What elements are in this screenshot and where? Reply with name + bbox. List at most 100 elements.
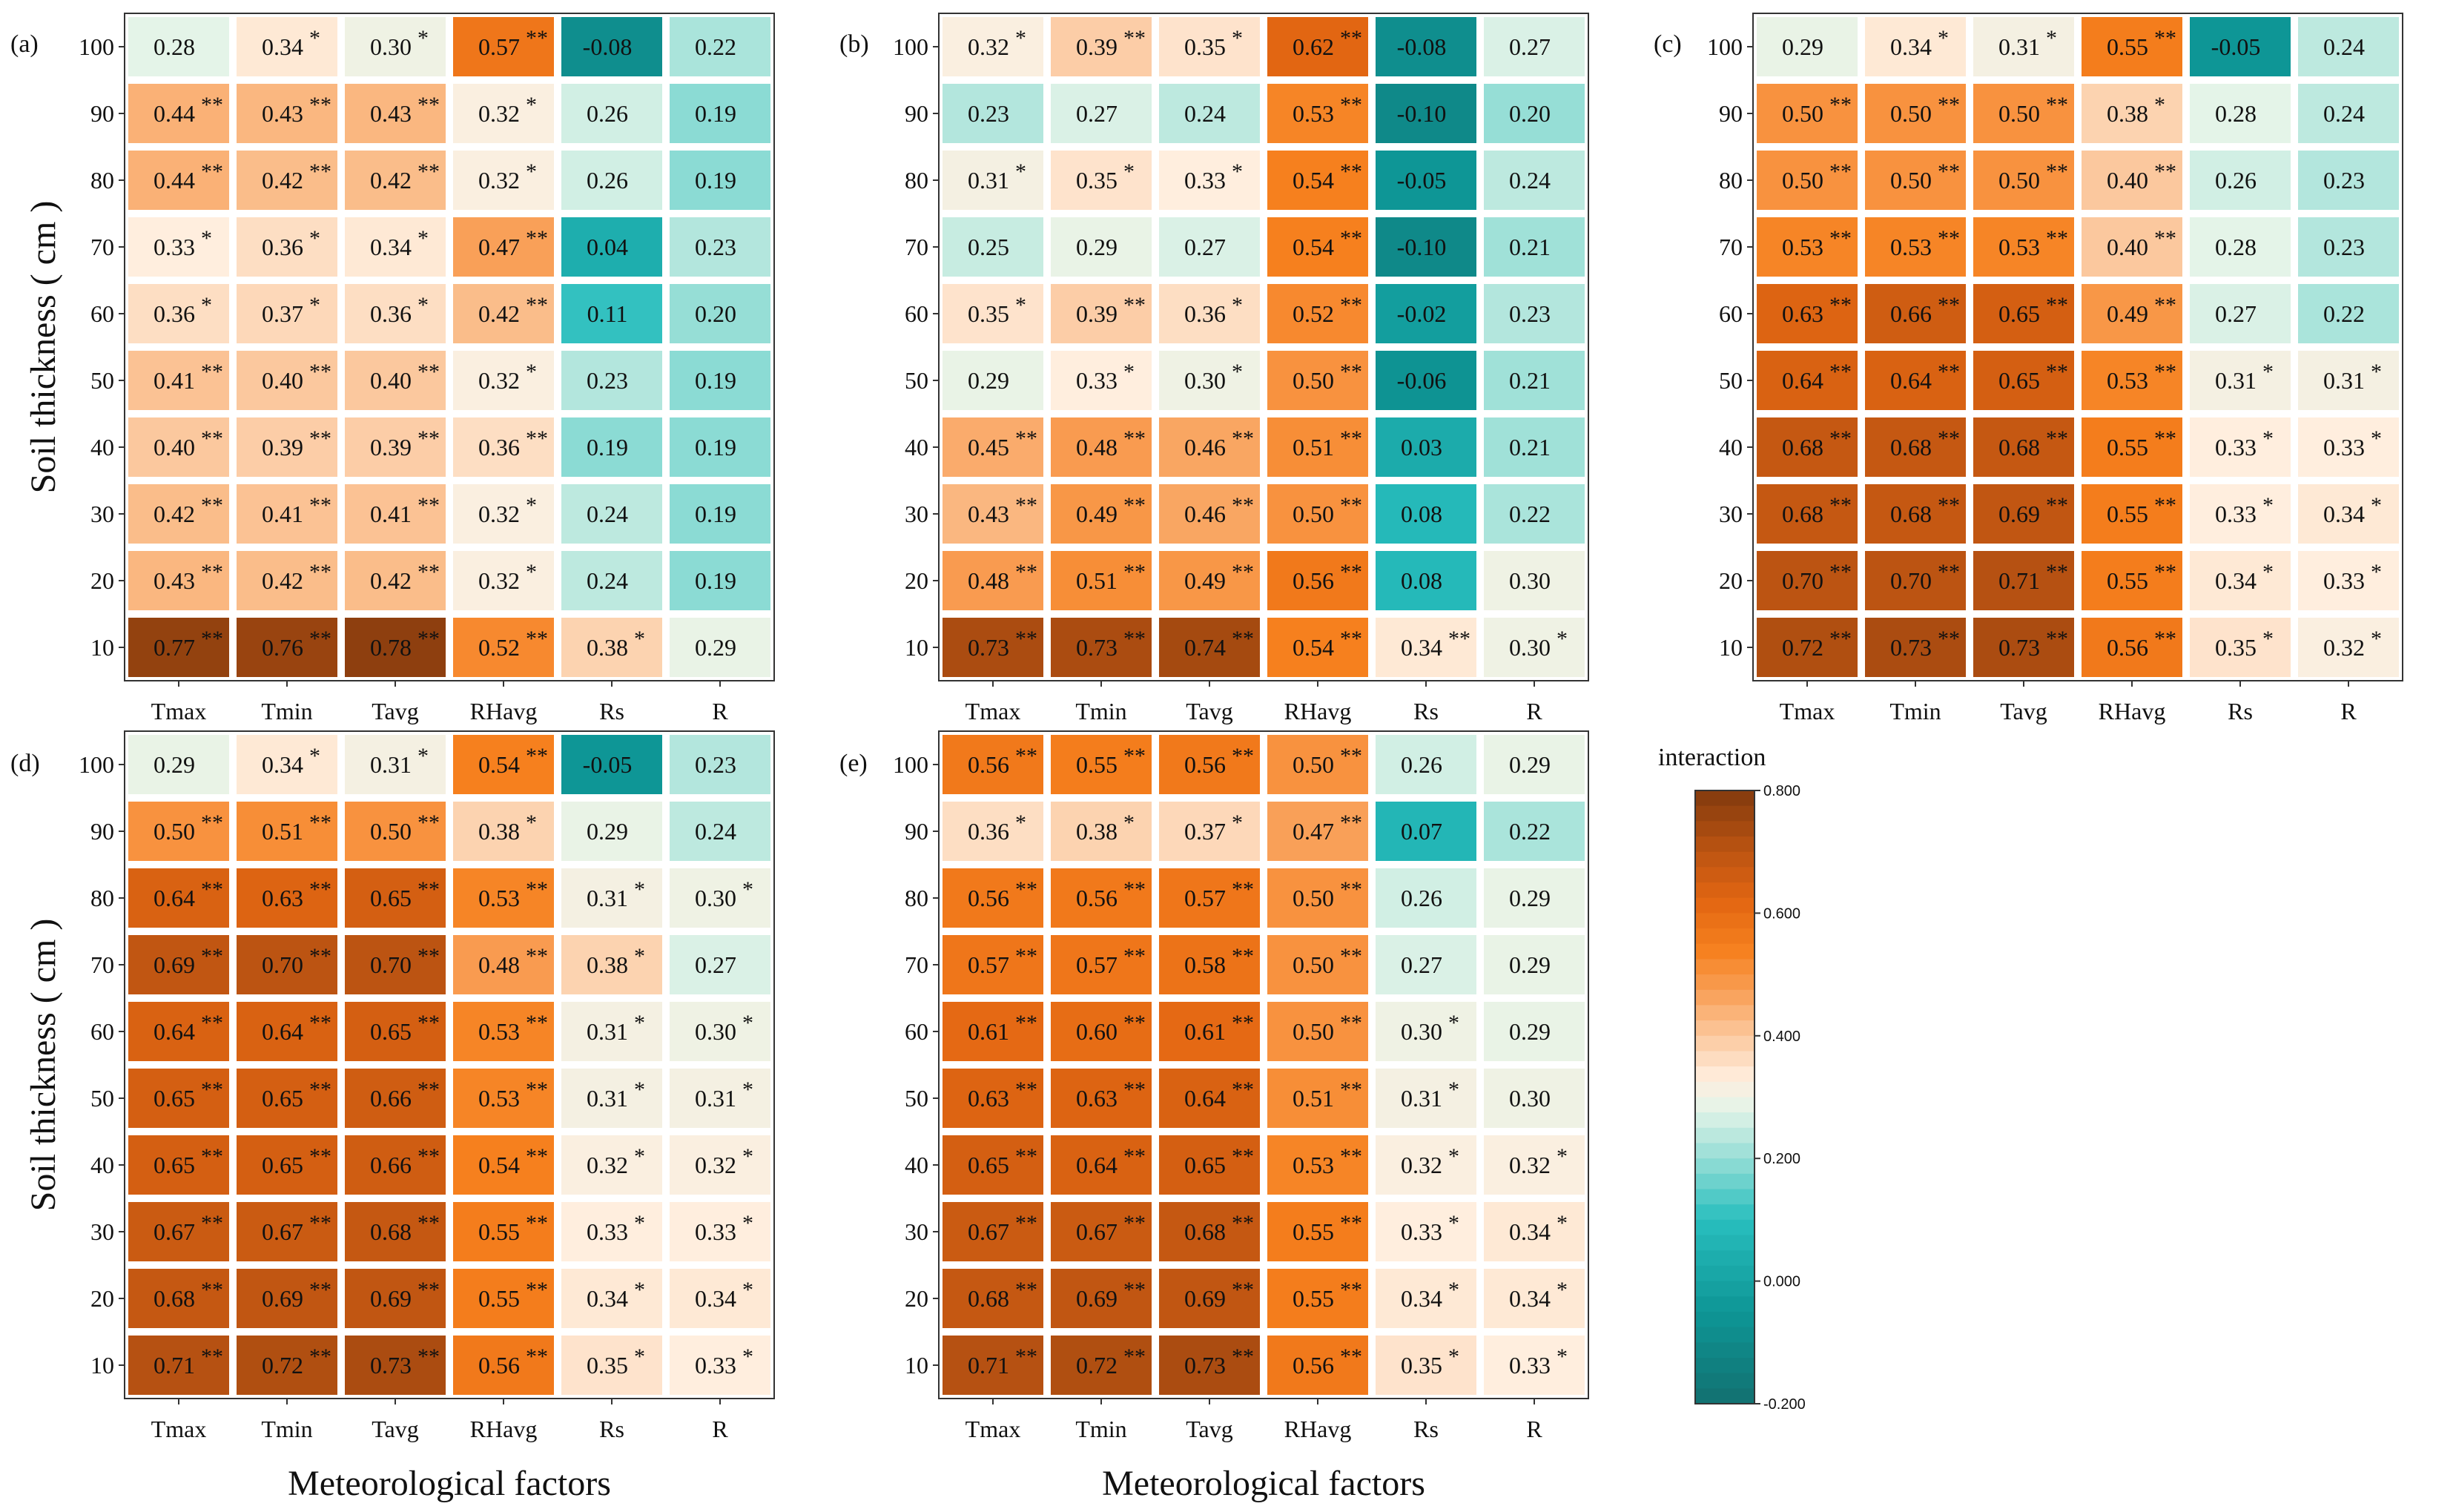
cell-value-label: 0.23 xyxy=(2323,167,2365,194)
cell-value-label: 0.23 xyxy=(695,751,736,778)
cell-value-label: 0.34 xyxy=(1890,33,1932,60)
significance-star: * xyxy=(2371,493,2382,518)
significance-star: ** xyxy=(1938,360,1960,384)
cell-value-label: 0.29 xyxy=(695,634,736,661)
cell-value-label: 0.24 xyxy=(2323,100,2365,127)
cell-value-label: 0.49 xyxy=(2107,300,2148,327)
x-axis-title: Meteorological factors xyxy=(288,1464,611,1503)
panel-frame xyxy=(938,730,1589,1399)
cell-value-label: 0.28 xyxy=(2215,100,2257,127)
cell-value-label: 0.21 xyxy=(1509,367,1551,394)
heatmap-cell xyxy=(1159,618,1260,677)
y-tick-label: 50 xyxy=(1719,367,1743,394)
panel-e: 0.56 ** 0.55 ** 0.56 ** 0.50 ** 0.26 0.290.36 * 0.3… xyxy=(839,730,1589,1503)
y-tick-label: 80 xyxy=(90,167,114,194)
significance-star: * xyxy=(1232,159,1243,184)
cell-value-label: 0.64 xyxy=(1890,367,1932,394)
panel-label: (d) xyxy=(10,750,40,777)
significance-star: ** xyxy=(1123,26,1146,50)
heatmap-cell xyxy=(1484,1269,1585,1328)
cell-value-label: 0.29 xyxy=(1076,234,1118,260)
panel-d: 0.29 0.34 * 0.31 * 0.54 ** -0.05 0.230.50 ** 0.51 *… xyxy=(10,730,775,1503)
heatmap-cell xyxy=(453,1135,554,1195)
significance-star: ** xyxy=(1938,226,1960,251)
heatmap-cell xyxy=(943,868,1043,928)
heatmap-cell xyxy=(1865,351,1966,410)
heatmap-cell xyxy=(1051,551,1152,610)
cell-value-label: 0.32 xyxy=(968,33,1009,60)
significance-star: * xyxy=(1232,26,1243,50)
cell-value-label: 0.33 xyxy=(1184,167,1226,194)
heatmap-cell xyxy=(1267,551,1368,610)
cell-value-label: 0.31 xyxy=(587,885,628,911)
heatmap-cell xyxy=(345,935,446,994)
heatmap-cell xyxy=(1757,17,1858,76)
significance-star: ** xyxy=(1938,426,1960,451)
cell-value-label: 0.47 xyxy=(1293,818,1334,845)
significance-star: ** xyxy=(1123,1144,1146,1169)
significance-star: ** xyxy=(1938,627,1960,651)
significance-star: ** xyxy=(201,1144,223,1169)
cell-value-label: 0.26 xyxy=(1401,885,1442,911)
heatmap-cell xyxy=(345,484,446,544)
cell-value-label: 0.42 xyxy=(478,300,520,327)
cell-value-label: 0.26 xyxy=(1401,751,1442,778)
significance-star: ** xyxy=(1232,493,1254,518)
cell-value-label: 0.08 xyxy=(1401,501,1442,527)
heatmap-cell xyxy=(561,417,662,477)
heatmap-cell xyxy=(128,1269,229,1328)
y-tick-label: 20 xyxy=(905,1285,928,1312)
heatmap-cell xyxy=(1484,84,1585,143)
heatmap-cell xyxy=(237,484,337,544)
heatmap-cell xyxy=(1865,17,1966,76)
heatmap-cell xyxy=(943,618,1043,677)
x-tick-label: Tmin xyxy=(261,1416,312,1442)
heatmap-cell xyxy=(237,735,337,794)
cell-value-label: 0.31 xyxy=(1401,1085,1442,1112)
cell-value-label: 0.68 xyxy=(154,1285,195,1312)
significance-star: ** xyxy=(2046,93,2068,117)
heatmap-cell xyxy=(1484,484,1585,544)
heatmap-cell xyxy=(1973,17,2074,76)
cell-value-label: 0.30 xyxy=(1509,634,1551,661)
heatmap-cell xyxy=(237,351,337,410)
y-tick-label: 20 xyxy=(1719,567,1743,594)
cell-value-label: 0.65 xyxy=(968,1152,1009,1178)
cell-value-label: 0.29 xyxy=(154,751,195,778)
cell-value-label: 0.30 xyxy=(1509,567,1551,594)
cell-value-label: 0.69 xyxy=(370,1285,412,1312)
cell-value-label: 0.40 xyxy=(370,367,412,394)
cell-value-label: 0.39 xyxy=(1076,33,1118,60)
heatmap-cell xyxy=(1973,284,2074,343)
significance-star: ** xyxy=(417,877,440,902)
heatmap-cell xyxy=(2190,284,2291,343)
significance-star: ** xyxy=(1938,493,1960,518)
heatmap-cell xyxy=(1376,868,1476,928)
cell-value-label: 0.11 xyxy=(587,300,628,327)
y-tick-label: 30 xyxy=(905,501,928,527)
cell-value-label: 0.40 xyxy=(262,367,303,394)
cell-value-label: 0.70 xyxy=(370,951,412,978)
heatmap-cell xyxy=(128,1135,229,1195)
heatmap-cell xyxy=(561,84,662,143)
heatmap-cell xyxy=(453,1336,554,1395)
heatmap-cell xyxy=(1051,1002,1152,1061)
significance-star: ** xyxy=(1340,93,1362,117)
significance-star: * xyxy=(1015,159,1026,184)
cell-value-label: 0.43 xyxy=(968,501,1009,527)
heatmap-cell xyxy=(1376,735,1476,794)
heatmap-cell xyxy=(1376,484,1476,544)
x-tick-label: Tmin xyxy=(1075,1416,1126,1442)
significance-star: * xyxy=(634,1344,645,1369)
significance-star: ** xyxy=(201,811,223,835)
significance-star: * xyxy=(742,1144,753,1169)
colorbar-tick-label: 0.800 xyxy=(1763,783,1800,799)
heatmap-cell xyxy=(561,151,662,210)
significance-star: ** xyxy=(1340,293,1362,317)
significance-star: ** xyxy=(417,426,440,451)
significance-star: ** xyxy=(2154,360,2176,384)
cell-value-label: 0.37 xyxy=(1184,818,1226,845)
heatmap-cell xyxy=(237,1336,337,1395)
heatmap-cell xyxy=(2190,351,2291,410)
significance-star: ** xyxy=(1938,293,1960,317)
